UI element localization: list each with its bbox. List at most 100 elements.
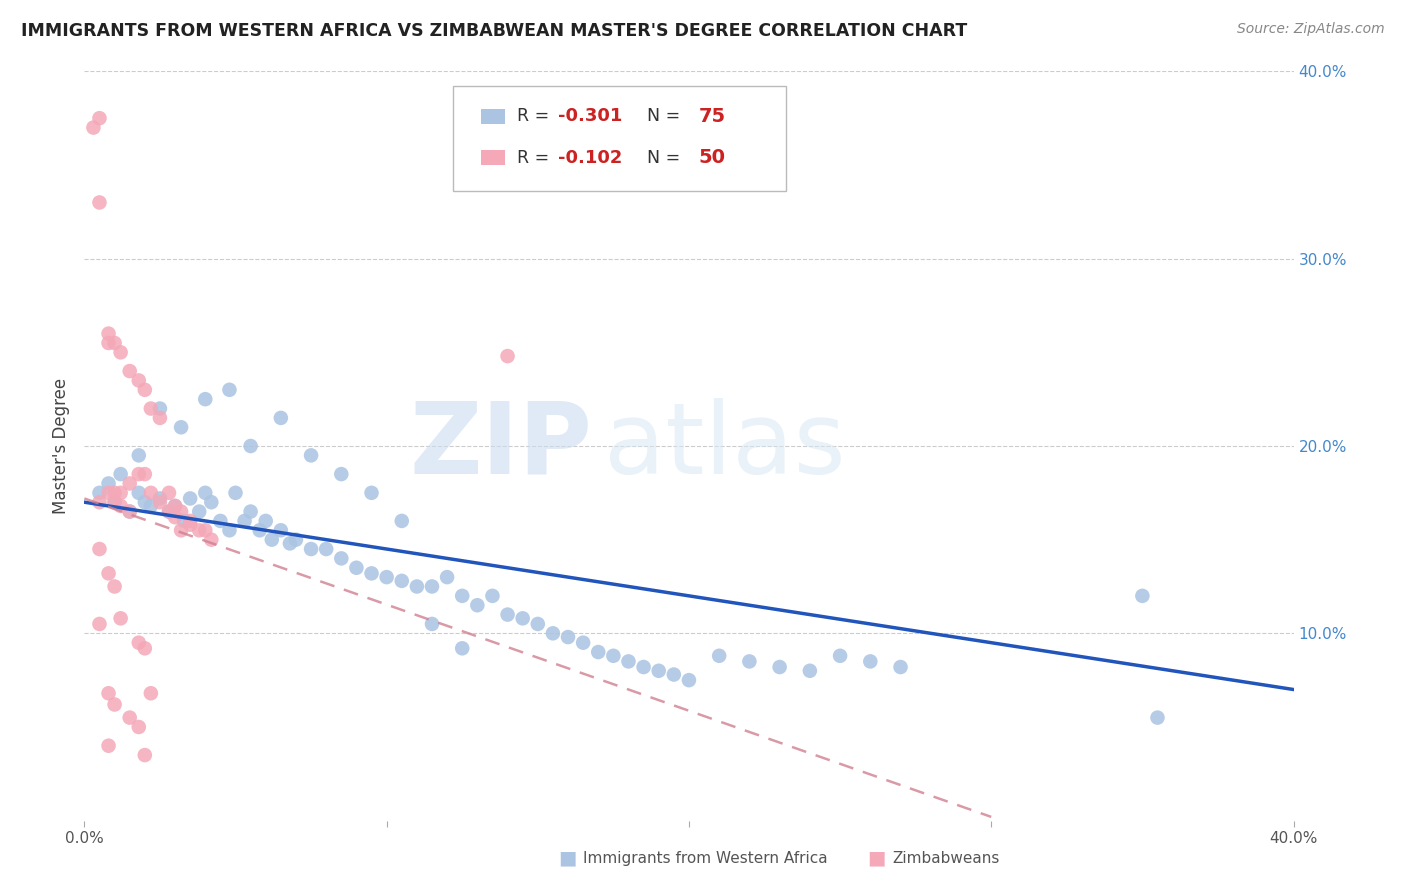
Point [97, 336, 120, 351]
Point [481, 589, 503, 603]
Point [128, 720, 150, 734]
Point [360, 566, 382, 581]
Point [110, 467, 132, 482]
Text: Source: ZipAtlas.com: Source: ZipAtlas.com [1237, 22, 1385, 37]
Text: ■: ■ [868, 848, 886, 868]
Point [662, 667, 685, 681]
Point [97, 686, 120, 700]
Point [134, 467, 156, 482]
Point [194, 524, 217, 538]
Point [128, 635, 150, 649]
Point [128, 486, 150, 500]
Point [157, 505, 180, 519]
Text: -0.102: -0.102 [558, 149, 623, 167]
Point [89, 486, 111, 500]
Point [420, 580, 443, 594]
Text: Zimbabweans: Zimbabweans [893, 851, 1000, 865]
Point [89, 112, 111, 126]
Point [233, 514, 256, 528]
Point [134, 383, 156, 397]
Point [260, 533, 283, 547]
Point [104, 698, 127, 712]
Point [330, 467, 353, 482]
Point [678, 673, 700, 688]
Point [299, 449, 322, 463]
Point [170, 524, 193, 538]
Point [139, 686, 162, 700]
Point [97, 739, 120, 753]
Point [299, 542, 322, 557]
Point [617, 655, 640, 669]
Point [82, 120, 104, 135]
Point [165, 499, 187, 513]
Point [1130, 589, 1153, 603]
Point [149, 495, 172, 509]
Point [128, 467, 150, 482]
Y-axis label: Master's Degree: Master's Degree [52, 378, 70, 514]
Point [239, 505, 262, 519]
Point [97, 326, 120, 341]
Point [557, 630, 579, 644]
Text: ZIP: ZIP [409, 398, 592, 494]
Point [588, 645, 610, 659]
Point [118, 364, 141, 378]
Point [118, 505, 141, 519]
Point [170, 420, 193, 434]
Point [209, 514, 232, 528]
Point [375, 570, 398, 584]
Point [859, 655, 882, 669]
Point [149, 491, 172, 506]
Point [315, 542, 337, 557]
Text: -0.301: -0.301 [558, 107, 623, 125]
Point [110, 345, 132, 359]
Point [633, 660, 655, 674]
Point [799, 664, 821, 678]
Point [541, 626, 564, 640]
Point [104, 495, 127, 509]
Point [249, 524, 271, 538]
Point [118, 476, 141, 491]
Point [270, 411, 292, 425]
Point [769, 660, 792, 674]
Point [173, 514, 195, 528]
Point [406, 580, 429, 594]
Point [572, 635, 595, 649]
Point [179, 517, 201, 532]
Point [128, 449, 150, 463]
Point [200, 533, 222, 547]
Point [104, 486, 127, 500]
Point [104, 336, 127, 351]
Point [97, 566, 120, 581]
Point [157, 486, 180, 500]
Point [165, 499, 187, 513]
Point [225, 486, 247, 500]
Point [648, 664, 671, 678]
Text: 50: 50 [699, 148, 725, 167]
Point [420, 617, 443, 632]
Text: 75: 75 [699, 107, 725, 126]
Point [139, 401, 162, 416]
FancyBboxPatch shape [481, 109, 505, 124]
Point [89, 195, 111, 210]
Point [118, 505, 141, 519]
Point [97, 476, 120, 491]
Point [360, 486, 382, 500]
Point [104, 580, 127, 594]
Point [512, 611, 534, 625]
Point [134, 641, 156, 656]
Text: IMMIGRANTS FROM WESTERN AFRICA VS ZIMBABWEAN MASTER'S DEGREE CORRELATION CHART: IMMIGRANTS FROM WESTERN AFRICA VS ZIMBAB… [21, 22, 967, 40]
Point [218, 524, 240, 538]
Point [239, 439, 262, 453]
Text: Immigrants from Western Africa: Immigrants from Western Africa [583, 851, 828, 865]
Point [218, 383, 240, 397]
Text: R =: R = [517, 107, 555, 125]
Point [496, 349, 519, 363]
Point [467, 599, 489, 613]
Point [128, 374, 150, 388]
Point [194, 392, 217, 407]
Point [110, 486, 132, 500]
Point [285, 533, 308, 547]
Point [496, 607, 519, 622]
Point [89, 542, 111, 557]
Point [278, 536, 301, 550]
